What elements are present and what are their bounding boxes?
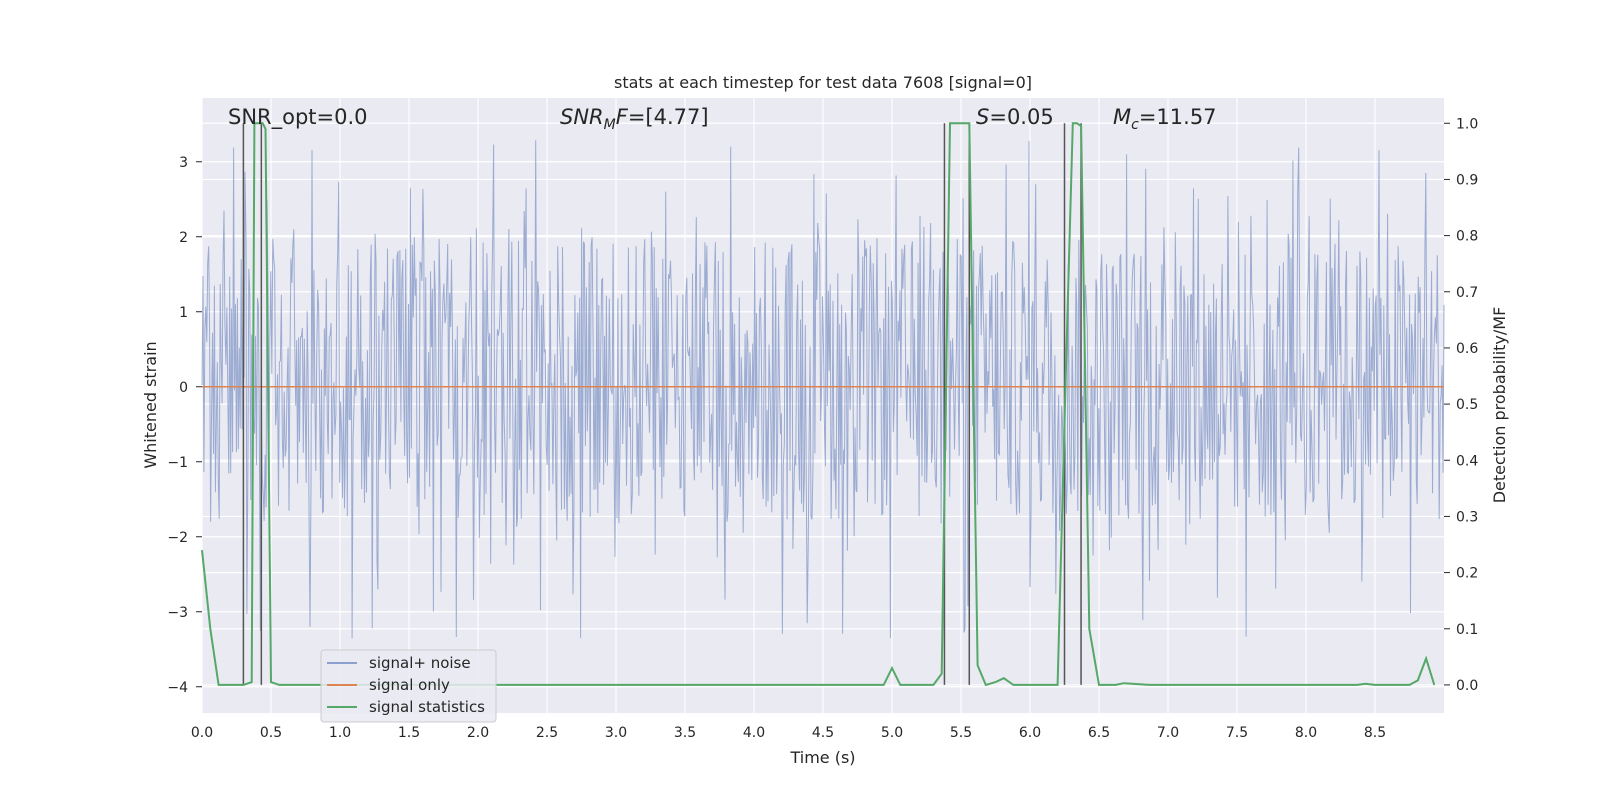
- x-tick-label-9: 4.5: [812, 725, 834, 741]
- y-tick-left-label-1: 2: [179, 230, 188, 246]
- x-tick-label-6: 3.0: [605, 725, 627, 741]
- annotation-mc-italic: M: [1113, 105, 1131, 129]
- x-tick-label-0: 0.0: [191, 725, 213, 741]
- x-tick-label-13: 6.5: [1088, 725, 1110, 741]
- y-tick-right-label-3: 0.7: [1456, 285, 1478, 301]
- y-tick-left-label-5: −2: [167, 530, 188, 546]
- x-tick-label-5: 2.5: [536, 725, 558, 741]
- y-tick-left-label-2: 1: [179, 305, 188, 321]
- annotation-snr-opt: SNR_opt=0.0: [228, 105, 368, 130]
- signal-noise-series: [201, 140, 1445, 639]
- signal-noise-line: [201, 140, 1445, 639]
- y-tick-right-label-9: 0.1: [1456, 622, 1478, 638]
- legend: signal+ noise signal only signal statist…: [320, 649, 497, 723]
- annotation-s-number: =0.05: [989, 105, 1053, 129]
- y-axis-right-ticks: 1.0 0.9 0.8 0.7 0.6 0.5 0.4 0.3 0.2 0.1 0.0: [1444, 116, 1478, 694]
- x-tick-label-7: 3.5: [674, 725, 696, 741]
- y-tick-right-label-6: 0.4: [1456, 453, 1478, 469]
- x-tick-label-17: 8.5: [1364, 725, 1386, 741]
- x-tick-label-1: 0.5: [260, 725, 282, 741]
- annotation-s-italic: S: [976, 105, 989, 129]
- y-tick-right-label-4: 0.6: [1456, 341, 1478, 357]
- x-tick-label-12: 6.0: [1019, 725, 1041, 741]
- y-tick-left-label-7: −4: [167, 680, 188, 696]
- x-tick-label-4: 2.0: [467, 725, 489, 741]
- x-axis-ticks: 0.0 0.5 1.0 1.5 2.0 2.5 3.0 3.5 4.0 4.5 5.0 5.5 6.0 6…: [191, 725, 1386, 741]
- y-tick-left-label-4: −1: [167, 455, 188, 471]
- y-axis-left-ticks: 3 2 1 0 −1 −2 −3 −4: [167, 155, 202, 696]
- x-tick-label-15: 7.5: [1226, 725, 1248, 741]
- signal-statistics-line: [201, 122, 1436, 687]
- signal-statistics-series: [201, 122, 1436, 687]
- y-axis-left-label: Whitened strain: [141, 341, 160, 468]
- legend-label-signal-only: signal only: [369, 676, 450, 694]
- annotation-snr-mf: SNRMF=[4.77]: [560, 105, 709, 133]
- x-tick-label-16: 8.0: [1295, 725, 1317, 741]
- x-tick-label-2: 1.0: [329, 725, 351, 741]
- annotation-snr-mf-value: =[4.77]: [628, 105, 709, 129]
- x-tick-label-8: 4.0: [743, 725, 765, 741]
- legend-label-signal-noise: signal+ noise: [369, 654, 471, 672]
- y-tick-right-label-8: 0.2: [1456, 566, 1478, 582]
- legend-box: [320, 649, 497, 723]
- y-tick-right-label-10: 0.0: [1456, 678, 1478, 694]
- chart-title: stats at each timestep for test data 760…: [614, 73, 1032, 92]
- annotation-snr-mf-sub: M: [604, 117, 616, 133]
- x-tick-label-3: 1.5: [398, 725, 420, 741]
- legend-label-signal-statistics: signal statistics: [369, 698, 485, 716]
- y-tick-right-label-2: 0.8: [1456, 229, 1478, 245]
- y-tick-left-label-3: 0: [179, 380, 188, 396]
- y-tick-left-label-0: 3: [179, 155, 188, 171]
- annotation-mc-sub: c: [1131, 117, 1139, 133]
- y-tick-right-label-5: 0.5: [1456, 397, 1478, 413]
- y-tick-right-label-0: 1.0: [1456, 116, 1478, 132]
- annotation-snr-mf-italic: F: [616, 105, 629, 129]
- annotation-mc-value: Mc=11.57: [1113, 105, 1217, 133]
- annotation-mc-number: =11.57: [1139, 105, 1217, 129]
- x-tick-label-14: 7.0: [1157, 725, 1179, 741]
- annotation-snr-mf-main: SNR: [560, 105, 604, 129]
- x-tick-label-10: 5.0: [881, 725, 903, 741]
- y-tick-left-label-6: −3: [167, 605, 188, 621]
- x-tick-label-11: 5.5: [950, 725, 972, 741]
- y-tick-right-label-1: 0.9: [1456, 172, 1478, 188]
- y-tick-right-label-7: 0.3: [1456, 509, 1478, 525]
- annotation-s-value: S=0.05: [976, 105, 1054, 129]
- x-axis-label: Time (s): [789, 748, 855, 767]
- y-axis-right-label: Detection probability/MF: [1490, 307, 1509, 504]
